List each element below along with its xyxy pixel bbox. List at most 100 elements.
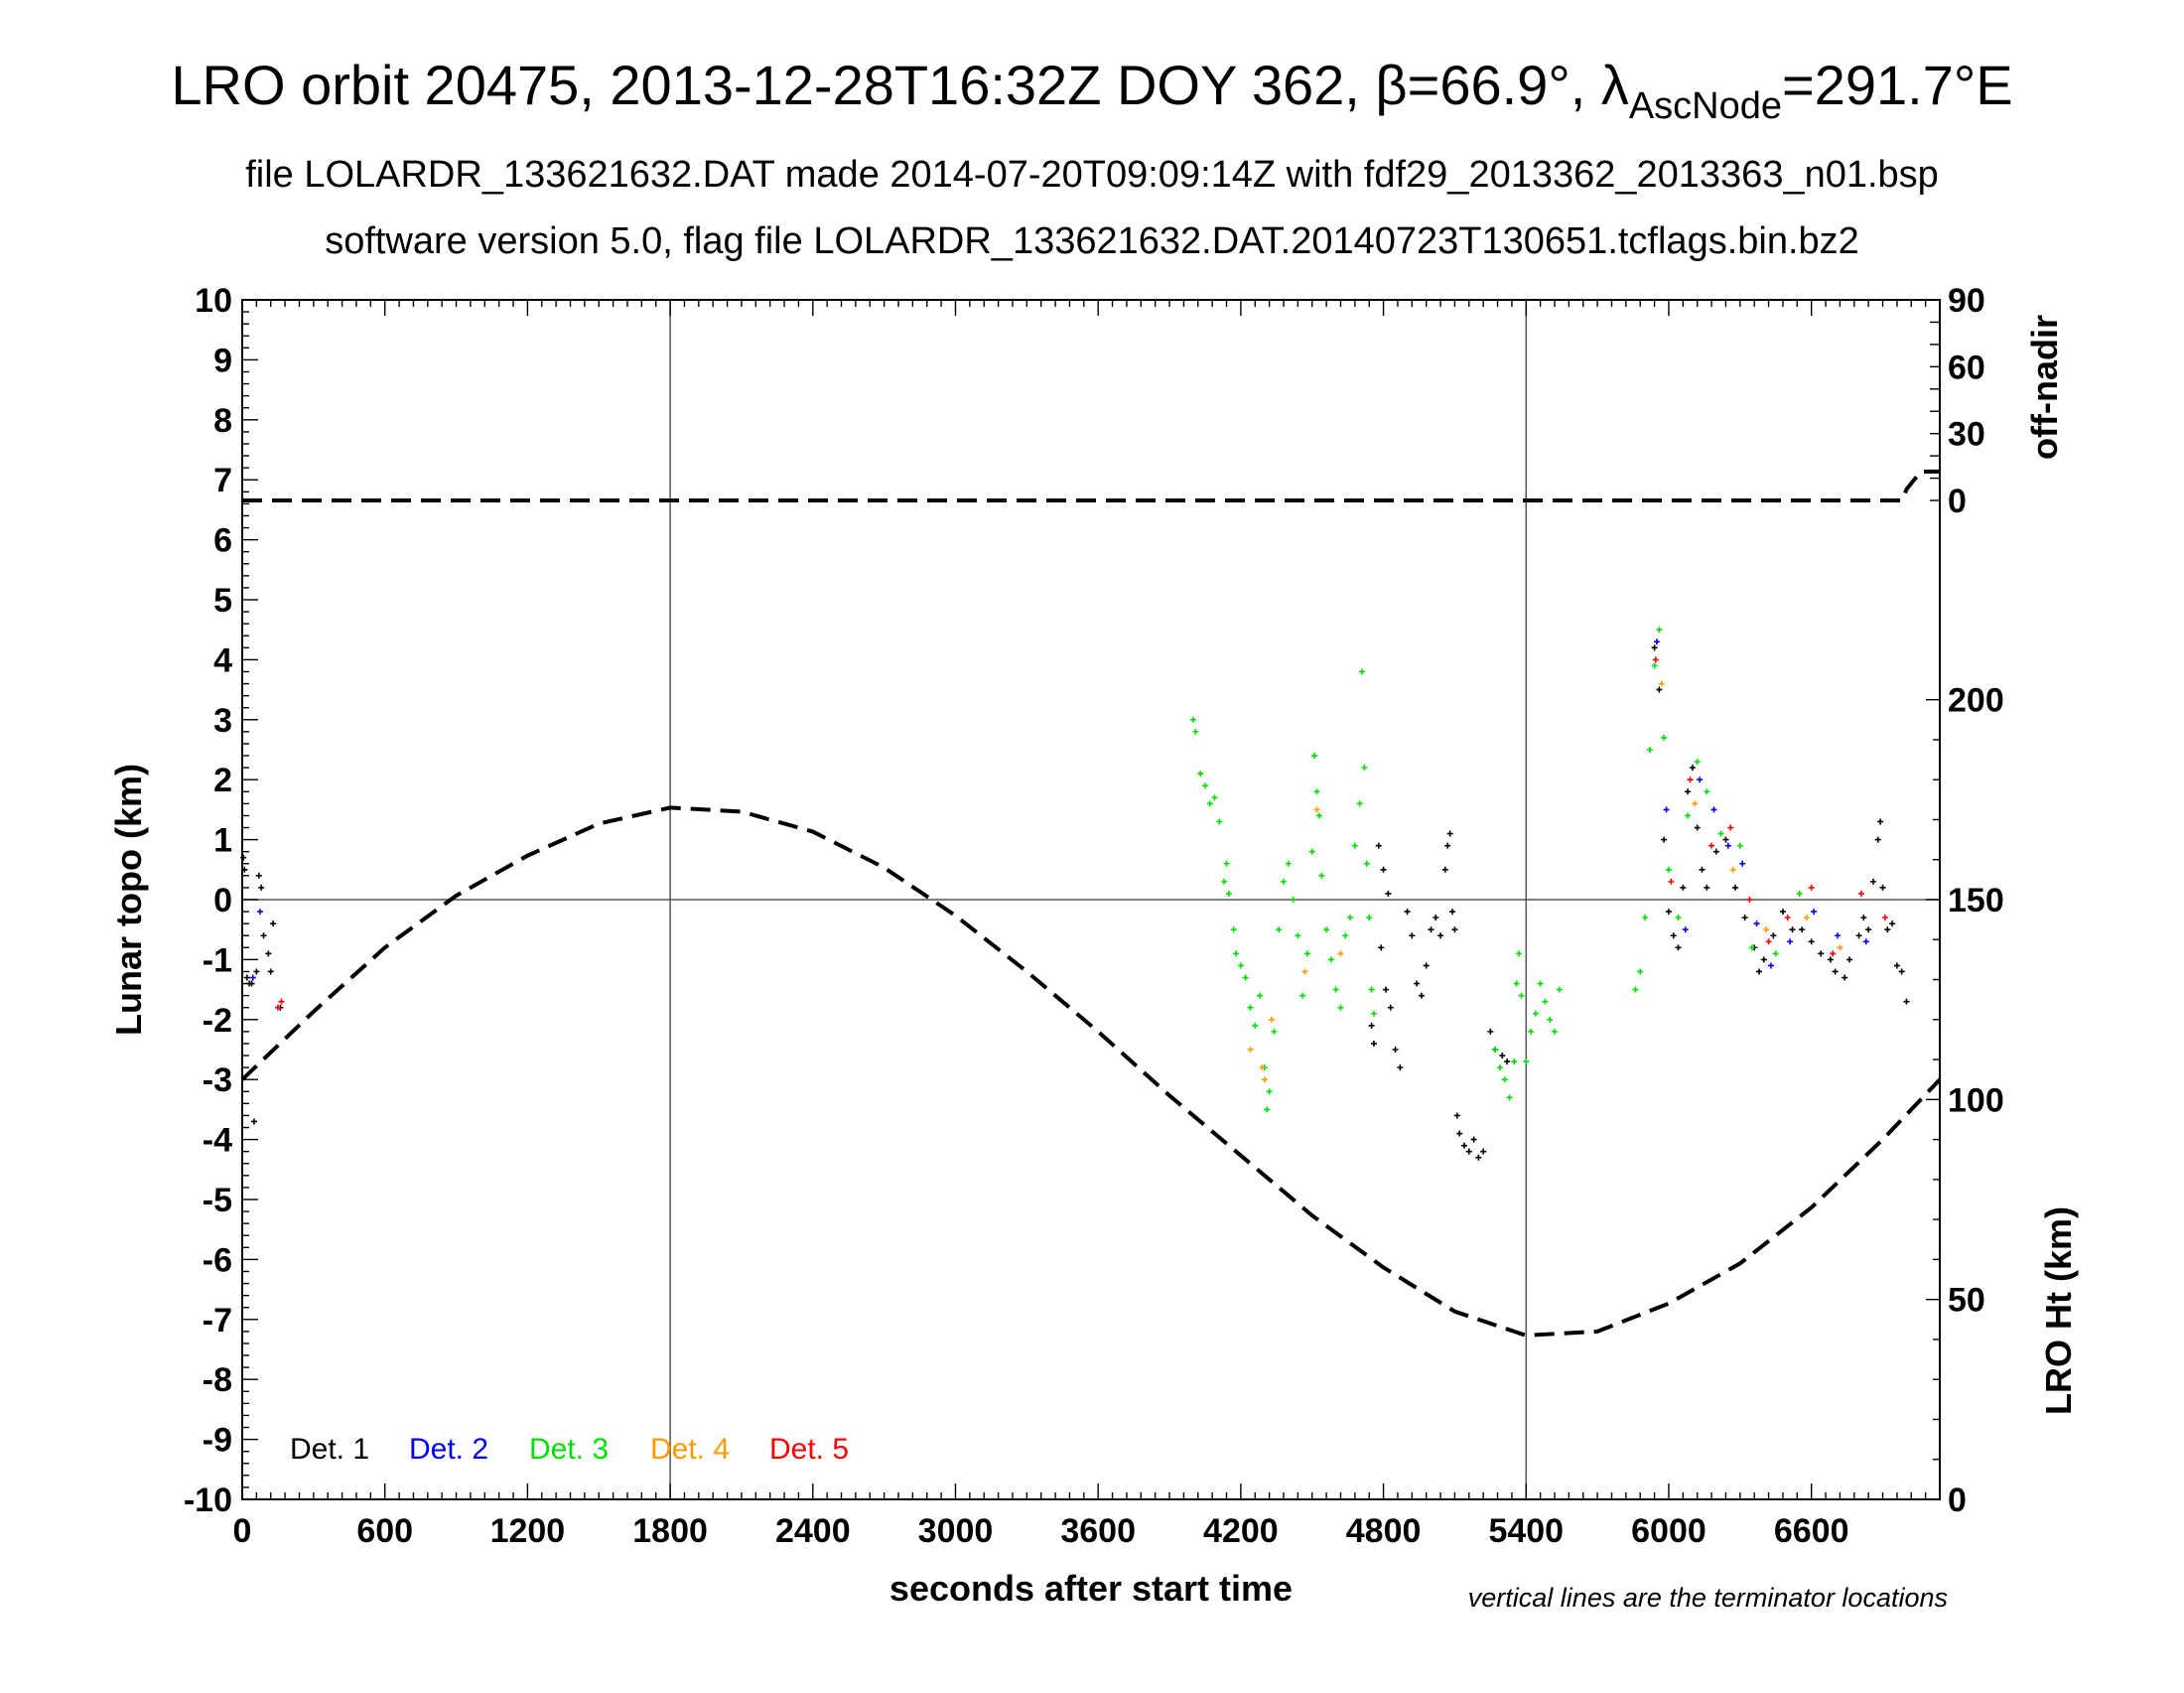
data-point [1361,765,1368,772]
right-bottom-tick-label: 0 [1948,1481,1967,1519]
data-point [1303,950,1310,957]
data-point [1382,986,1389,993]
data-point [1237,962,1244,969]
data-point [1189,716,1196,723]
legend-entry: Det. 2 [409,1433,488,1466]
data-point [1661,836,1668,843]
data-point [1818,950,1825,957]
data-point [1337,1004,1344,1011]
data-point [1729,866,1736,873]
data-point [1893,962,1900,969]
data-point [1808,938,1815,945]
data-point [1259,1064,1266,1071]
data-point [1739,860,1746,867]
data-point [1656,686,1663,693]
data-point [1835,932,1842,939]
data-point [260,932,267,939]
data-point [1789,926,1796,933]
data-point [1313,806,1320,813]
data-point [1869,878,1876,885]
data-point [1385,890,1392,897]
data-point [1223,860,1230,867]
data-point [1865,926,1872,933]
data-point [1216,818,1223,825]
data-point [1264,1106,1271,1113]
data-point [1746,897,1753,903]
data-point [1724,842,1731,849]
chart-title: LRO orbit 20475, 2013-12-28T16:32Z DOY 3… [171,54,2012,127]
data-point [1518,992,1525,999]
data-point [1337,950,1344,957]
data-point [267,968,274,975]
y-tick-label: 1 [213,822,232,860]
lro-height-curve [240,805,1942,1338]
data-point [1727,824,1734,831]
data-point [1528,1028,1535,1035]
data-point [1675,915,1682,921]
legend-entry: Det. 5 [769,1433,849,1466]
y-tick-label: 7 [213,462,232,499]
data-point [1506,1094,1513,1101]
data-point [1889,920,1896,927]
data-point [1404,909,1411,916]
data-point [1359,668,1366,675]
data-point [1371,1040,1377,1047]
y-tick-label: 2 [213,762,232,799]
data-point [1266,1088,1273,1095]
data-point [1299,992,1306,999]
data-point [1685,812,1692,819]
data-point [1884,926,1891,933]
legend-entry: Det. 1 [290,1433,369,1466]
y-tick-label: 9 [213,342,232,379]
data-point [1453,1112,1460,1119]
data-point [1710,806,1717,813]
data-point [1225,890,1232,897]
chart-title-subscript: AscNode [1629,85,1782,127]
right-bottom-tick-label: 50 [1948,1282,1985,1320]
x-tick-label: 5400 [1488,1512,1564,1550]
data-point [274,1004,281,1011]
data-point [1356,800,1363,807]
data-point [1646,747,1653,753]
data-point [1366,915,1373,921]
data-point [1741,915,1748,921]
data-point [248,980,255,987]
data-point [1323,926,1330,933]
data-point [1280,878,1287,885]
data-point [278,998,285,1005]
data-point [1803,915,1810,921]
data-point [1556,986,1563,993]
data-point [1397,1064,1404,1071]
right-top-tick-label: 30 [1948,416,1985,454]
data-point [1832,968,1839,975]
data-point [1465,1148,1472,1155]
data-point [270,920,277,927]
x-tick-label: 0 [233,1512,252,1550]
data-point [1230,926,1237,933]
data-point [1857,890,1864,897]
data-point [1784,915,1791,921]
data-point [1206,800,1213,807]
data-point [1537,980,1544,987]
data-point [1523,1058,1530,1065]
legend-entry: Det. 3 [529,1433,609,1466]
y-tick-label: -9 [203,1422,232,1460]
data-point [1332,986,1339,993]
y-tick-label: -4 [203,1122,232,1160]
data-point [1796,890,1803,897]
data-point [1787,938,1794,945]
data-point [1542,998,1549,1005]
legend-entry: Det. 4 [650,1433,730,1466]
data-point [1717,830,1724,837]
data-point [1547,1016,1554,1023]
data-point [241,866,248,873]
data-point [1342,932,1349,939]
series-det-2 [249,638,1869,981]
data-point [1661,734,1668,741]
data-point [1327,956,1334,963]
data-point [1652,656,1659,663]
chart-titles: LRO orbit 20475, 2013-12-28T16:32Z DOY 3… [171,54,2012,262]
data-point [1318,872,1325,879]
data-point [1487,1028,1494,1035]
data-point [249,974,256,981]
